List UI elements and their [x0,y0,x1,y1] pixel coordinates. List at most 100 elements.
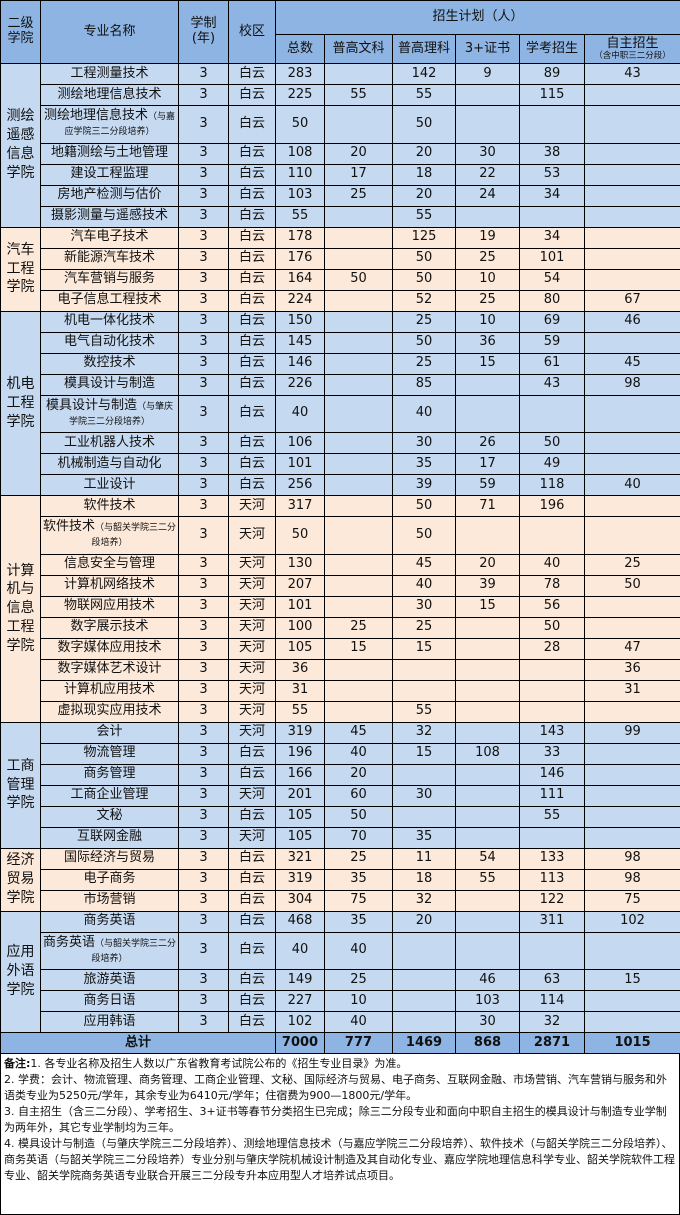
independent-cell [585,332,680,353]
science-cell: 35 [393,454,456,475]
years-cell: 3 [179,722,229,743]
program-name: 工业设计 [83,477,135,492]
campus-cell: 天河 [229,659,276,680]
years-cell: 3 [179,206,229,227]
total-total: 7000 [276,1033,325,1054]
program-cell: 摄影测量与遥感技术 [41,206,179,227]
independent-cell [585,106,680,144]
3plus-cert-cell [456,638,520,659]
program-cell: 数控技术 [41,353,179,374]
program-cell: 机电一体化技术 [41,311,179,332]
years-cell: 3 [179,164,229,185]
liberal-arts-cell [325,374,393,395]
independent-cell [585,269,680,290]
academic-test-cell: 53 [520,164,585,185]
3plus-cert-cell: 24 [456,185,520,206]
header-college: 二级学院 [1,1,41,64]
years-cell: 3 [179,106,229,144]
total-cell: 164 [276,269,325,290]
total-cell: 110 [276,164,325,185]
total-independent: 1015 [585,1033,680,1054]
program-cell: 测绘地理信息技术 [41,85,179,106]
total-3plus-cert: 868 [456,1033,520,1054]
academic-test-cell: 78 [520,575,585,596]
independent-cell: 25 [585,554,680,575]
years-cell: 3 [179,785,229,806]
total-cell: 105 [276,827,325,848]
independent-cell: 47 [585,638,680,659]
campus-cell: 天河 [229,617,276,638]
program-cell: 电子信息工程技术 [41,290,179,311]
campus-cell: 天河 [229,554,276,575]
total-cell: 224 [276,290,325,311]
academic-test-cell [520,932,585,970]
program-cell: 软件技术（与韶关学院三二分段培养） [41,517,179,555]
science-cell: 142 [393,64,456,85]
header-campus: 校区 [229,1,276,64]
program-name: 虚拟现实应用技术 [57,703,161,718]
total-cell: 101 [276,454,325,475]
campus-cell: 白云 [229,764,276,785]
total-cell: 55 [276,701,325,722]
3plus-cert-cell [456,827,520,848]
science-cell: 45 [393,554,456,575]
program-cell: 旅游英语 [41,970,179,991]
years-cell: 3 [179,743,229,764]
science-cell: 18 [393,869,456,890]
college-name: 工商管理学院 [1,722,41,848]
years-cell: 3 [179,1012,229,1033]
academic-test-cell: 115 [520,85,585,106]
program-name: 电气自动化技术 [64,334,155,349]
program-cell: 商务日语 [41,991,179,1012]
independent-cell [585,206,680,227]
academic-test-cell [520,680,585,701]
campus-cell: 白云 [229,395,276,433]
science-cell: 39 [393,475,456,496]
program-name: 测绘地理信息技术 [44,108,148,123]
header-academic-test: 学考招生 [520,35,585,64]
liberal-arts-cell [325,206,393,227]
liberal-arts-cell [325,554,393,575]
liberal-arts-cell [325,311,393,332]
independent-cell: 67 [585,290,680,311]
note-line: 4. 模具设计与制造（与肇庆学院三二分段培养）、测绘地理信息技术（与嘉应学院三二… [4,1136,676,1184]
independent-cell [585,248,680,269]
total-cell: 226 [276,374,325,395]
total-cell: 283 [276,64,325,85]
academic-test-cell: 196 [520,496,585,517]
science-cell [393,1012,456,1033]
header-program: 专业名称 [41,1,179,64]
academic-test-cell [520,517,585,555]
years-cell: 3 [179,764,229,785]
academic-test-cell: 63 [520,970,585,991]
independent-cell [585,454,680,475]
science-cell: 50 [393,332,456,353]
program-cell: 商务管理 [41,764,179,785]
science-cell [393,970,456,991]
total-cell: 36 [276,659,325,680]
years-cell: 3 [179,433,229,454]
liberal-arts-cell: 50 [325,269,393,290]
campus-cell: 白云 [229,806,276,827]
liberal-arts-cell: 25 [325,185,393,206]
program-cell: 机械制造与自动化 [41,454,179,475]
total-cell: 100 [276,617,325,638]
science-cell: 20 [393,143,456,164]
3plus-cert-cell [456,680,520,701]
liberal-arts-cell: 15 [325,638,393,659]
total-academic-test: 2871 [520,1033,585,1054]
years-cell: 3 [179,248,229,269]
independent-cell [585,433,680,454]
campus-cell: 白云 [229,932,276,970]
program-cell: 商务英语（与韶关学院三二分段培养） [41,932,179,970]
program-cell: 电子商务 [41,869,179,890]
total-cell: 108 [276,143,325,164]
liberal-arts-cell: 50 [325,806,393,827]
years-cell: 3 [179,454,229,475]
3plus-cert-cell: 17 [456,454,520,475]
